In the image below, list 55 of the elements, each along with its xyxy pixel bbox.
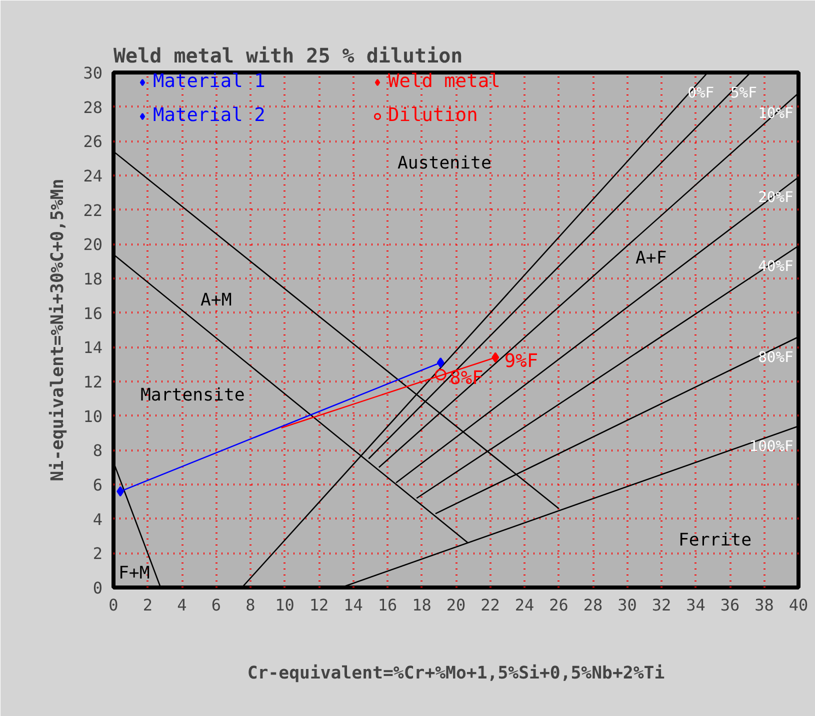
x-tick-label: 12 bbox=[309, 596, 329, 614]
annotation: Austenite bbox=[398, 154, 492, 174]
x-tick-label: 38 bbox=[754, 596, 774, 614]
legend-label: Dilution bbox=[388, 105, 478, 126]
y-tick-label: 26 bbox=[83, 132, 102, 152]
annotation: F+M bbox=[118, 564, 150, 584]
legend-label: Material 2 bbox=[153, 105, 266, 126]
x-tick-label: 40 bbox=[788, 596, 808, 614]
x-tick-label: 22 bbox=[480, 596, 500, 614]
y-axis-title: Ni-equivalent=%Ni+30%C+0,5%Mn bbox=[48, 178, 68, 482]
x-tick-label: 36 bbox=[720, 596, 740, 614]
y-tick-label: 0 bbox=[92, 578, 103, 598]
x-tick-label: 28 bbox=[583, 596, 603, 614]
y-tick-label: 6 bbox=[92, 476, 103, 494]
y-tick-label: 2 bbox=[92, 544, 103, 564]
legend-label: Material 1 bbox=[153, 71, 266, 92]
x-tick-label: 32 bbox=[652, 596, 672, 614]
chart-title: Weld metal with 25 % dilution bbox=[114, 44, 463, 68]
annotation: Martensite bbox=[140, 386, 245, 406]
series-label: 5%F bbox=[730, 84, 757, 102]
x-tick-label: 0 bbox=[108, 596, 118, 614]
y-tick-label: 20 bbox=[83, 235, 102, 254]
x-tick-label: 4 bbox=[177, 596, 187, 614]
series-label: 0%F bbox=[688, 84, 714, 102]
y-tick-label: 16 bbox=[83, 304, 102, 323]
annotation: 9%F bbox=[504, 350, 538, 372]
series-label: 80%F bbox=[758, 348, 794, 366]
x-tick-label: 8 bbox=[246, 596, 256, 614]
x-axis-title: Cr-equivalent=%Cr+%Mo+1,5%Si+0,5%Nb+2%Ti bbox=[247, 664, 665, 684]
y-tick-label: 14 bbox=[83, 338, 102, 358]
x-tick-label: 34 bbox=[686, 596, 706, 614]
y-tick-label: 12 bbox=[83, 372, 102, 392]
y-tick-label: 4 bbox=[92, 510, 103, 529]
y-tick-label: 10 bbox=[83, 406, 102, 426]
y-tick-label: 18 bbox=[83, 270, 102, 288]
annotation: Ferrite bbox=[678, 530, 752, 550]
y-tick-label: 24 bbox=[83, 166, 102, 186]
x-tick-label: 14 bbox=[344, 596, 363, 614]
y-tick-label: 28 bbox=[83, 98, 102, 117]
y-tick-label: 30 bbox=[83, 64, 102, 82]
x-tick-label: 2 bbox=[142, 596, 153, 614]
annotation: A+F bbox=[636, 248, 667, 268]
x-tick-label: 6 bbox=[211, 596, 222, 614]
x-tick-label: 18 bbox=[412, 596, 432, 614]
x-tick-label: 16 bbox=[378, 596, 398, 614]
x-tick-label: 30 bbox=[618, 596, 637, 614]
x-tick-label: 20 bbox=[446, 596, 466, 614]
x-tick-label: 26 bbox=[549, 596, 568, 614]
x-tick-label: 10 bbox=[275, 596, 294, 614]
legend-label: Weld metal bbox=[388, 71, 500, 92]
x-tick-label: 24 bbox=[514, 596, 534, 614]
series-label: 100%F bbox=[749, 438, 794, 456]
y-tick-label: 22 bbox=[83, 200, 102, 220]
annotation: A+M bbox=[200, 290, 232, 310]
y-tick-label: 8 bbox=[92, 441, 103, 460]
